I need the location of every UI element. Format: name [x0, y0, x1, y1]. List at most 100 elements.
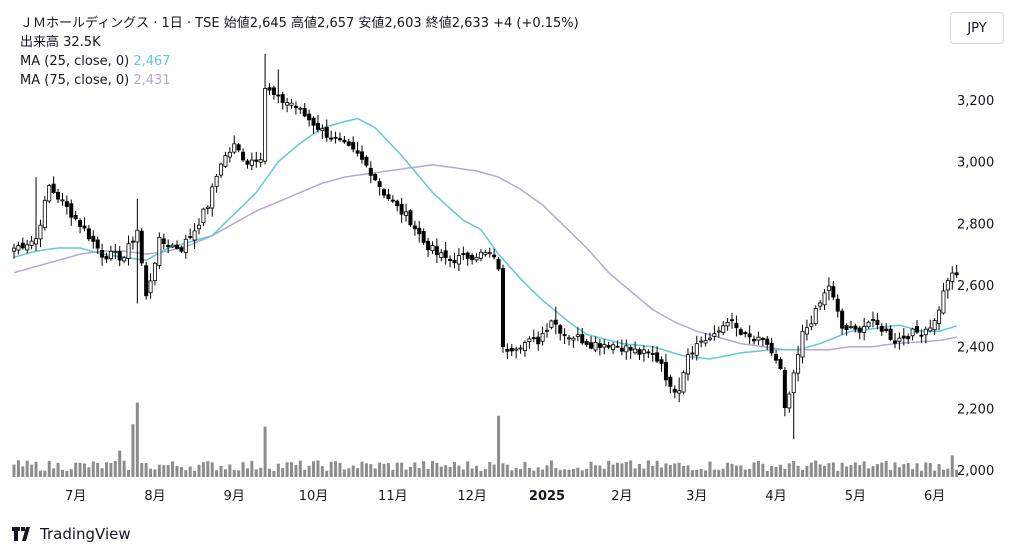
candle-body — [152, 262, 157, 282]
volume-bar — [479, 470, 483, 477]
volume-bar — [290, 462, 294, 477]
candle-body — [822, 292, 827, 306]
volume-bar — [928, 463, 932, 477]
symbol-title[interactable]: ＪＭホールディングス · 1日 · TSE — [20, 16, 220, 31]
volume-bar — [135, 402, 139, 477]
candle-body — [716, 330, 721, 333]
candle-body — [38, 224, 43, 240]
volume-bar — [356, 468, 360, 477]
volume-bar — [60, 469, 64, 477]
candle-body — [271, 87, 276, 95]
candle-body — [835, 298, 840, 312]
time-tick-label: 11月 — [378, 489, 408, 504]
candle-body — [56, 191, 61, 200]
candle-body — [157, 236, 162, 266]
volume-bar — [470, 468, 474, 477]
currency-button[interactable]: JPY — [950, 12, 1004, 44]
volume-bar — [303, 469, 307, 477]
volume-bar — [342, 469, 346, 477]
volume-bar — [250, 460, 254, 477]
volume-bar — [523, 461, 527, 477]
price-tick-label: 3,200 — [957, 94, 994, 109]
candle-body — [954, 272, 959, 276]
candle-body — [16, 245, 21, 251]
volume-bar — [633, 468, 637, 477]
volume-bar — [483, 469, 487, 477]
candle-body — [712, 333, 717, 337]
candle-body — [42, 199, 47, 229]
ma75-label[interactable]: MA (75, close, 0) — [20, 73, 130, 88]
volume-bar — [739, 465, 743, 477]
candle-body — [826, 285, 831, 291]
tradingview-logo[interactable]: TradingView — [12, 525, 131, 543]
volume-bar — [787, 463, 791, 477]
volume-bar — [664, 463, 668, 477]
volume-bar — [175, 465, 179, 477]
volume-bar — [334, 461, 338, 477]
time-tick-label: 4月 — [765, 489, 786, 504]
volume-bar — [206, 461, 210, 477]
volume-bar — [638, 463, 642, 477]
candle-body — [562, 334, 567, 337]
candle-body — [417, 227, 422, 235]
volume-bar — [272, 470, 276, 477]
candle-body — [536, 336, 541, 345]
candle-body — [567, 337, 572, 340]
volume-bar — [831, 462, 835, 477]
candle-body — [452, 259, 457, 264]
volume-bar — [417, 468, 421, 477]
candle-body — [752, 338, 757, 342]
volume-bar — [571, 468, 575, 477]
volume-bar — [809, 462, 813, 477]
ma25-label[interactable]: MA (25, close, 0) — [20, 54, 130, 69]
volume-bar — [695, 469, 699, 477]
time-tick-label: 10月 — [299, 489, 329, 504]
volume-bar — [519, 469, 523, 477]
volume-bar — [668, 464, 672, 477]
volume-bar — [237, 470, 241, 477]
volume-bar — [408, 466, 412, 477]
volume-bar — [554, 467, 558, 477]
candle-body — [34, 238, 39, 245]
volume-bar — [955, 469, 959, 477]
candle-body — [60, 199, 65, 202]
volume-bar — [466, 461, 470, 477]
candle-body — [637, 349, 642, 355]
candle-body — [126, 243, 131, 259]
volume-bar — [267, 468, 271, 477]
candle-body — [166, 244, 171, 248]
candle-body — [161, 238, 166, 244]
price-axis[interactable]: 2,000 2,200 2,400 2,600 2,800 3,000 3,200 — [957, 94, 994, 479]
candle-body — [276, 94, 281, 97]
volume-bar — [867, 468, 871, 477]
candle-body — [311, 117, 316, 126]
volume-bar — [699, 469, 703, 477]
volume-bar — [607, 460, 611, 477]
candle-body — [844, 325, 849, 331]
candle-body — [368, 167, 373, 176]
volume-bar — [294, 464, 298, 477]
candle-body — [734, 322, 739, 329]
candle-body — [29, 240, 34, 246]
volume-bar — [254, 469, 258, 477]
candle-body — [492, 254, 497, 258]
candle-body — [500, 268, 505, 348]
volume-bar — [730, 463, 734, 477]
time-axis[interactable]: 7月 8月 9月 10月 11月 12月 2025 2月 3月 4月 5月 6月 — [65, 489, 945, 504]
candle-body — [130, 240, 135, 243]
candle-body — [721, 325, 726, 333]
volume-bar — [629, 460, 633, 477]
candle-body — [443, 250, 448, 258]
price-tick-label: 2,000 — [957, 464, 994, 479]
volume-bar — [38, 470, 42, 477]
volume-bar — [188, 466, 192, 477]
volume-bar — [919, 470, 923, 477]
volume-bar — [320, 466, 324, 477]
candle-body — [197, 224, 202, 230]
volume-bar — [655, 460, 659, 477]
price-tick-label: 2,800 — [957, 217, 994, 232]
candle-body — [857, 327, 862, 333]
candle-body — [64, 201, 69, 207]
volume-bar — [642, 468, 646, 477]
